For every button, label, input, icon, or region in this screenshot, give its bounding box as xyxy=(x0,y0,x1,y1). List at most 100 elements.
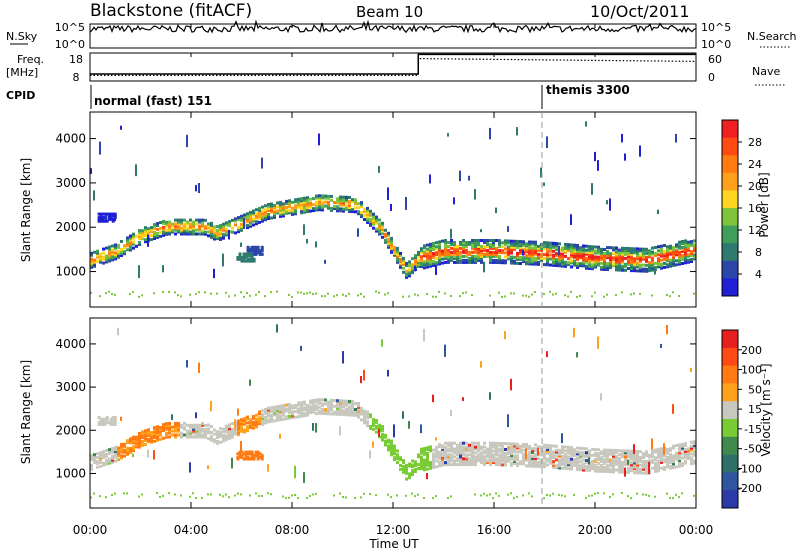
data-cell xyxy=(525,246,528,250)
data-cell xyxy=(195,185,197,192)
data-cell xyxy=(552,465,555,469)
data-cell xyxy=(672,256,675,259)
data-cell xyxy=(159,226,162,230)
data-cell xyxy=(255,492,257,495)
data-cell xyxy=(579,250,582,254)
data-cell xyxy=(546,447,549,451)
data-cell xyxy=(525,244,528,248)
data-cell xyxy=(657,453,660,457)
data-cell xyxy=(663,458,666,462)
data-cell xyxy=(495,441,498,445)
data-cell xyxy=(576,456,579,460)
data-cell xyxy=(243,217,245,229)
data-cell xyxy=(360,213,363,217)
data-cell xyxy=(162,231,165,235)
data-cell xyxy=(423,254,426,258)
data-cell xyxy=(528,256,531,260)
data-cell xyxy=(99,464,102,468)
data-cell xyxy=(636,449,639,453)
data-cell xyxy=(684,255,687,259)
data-cell xyxy=(321,410,324,413)
data-cell xyxy=(113,421,117,425)
data-cell xyxy=(465,441,468,445)
data-cell xyxy=(618,458,621,462)
data-cell xyxy=(105,453,108,456)
data-cell xyxy=(438,262,441,266)
data-cell xyxy=(648,249,651,253)
data-cell xyxy=(390,445,393,449)
data-cell xyxy=(498,494,500,497)
data-cell xyxy=(630,497,632,500)
data-cell xyxy=(327,202,330,206)
data-cell xyxy=(432,458,435,462)
data-cell xyxy=(660,453,663,457)
data-cell xyxy=(426,293,428,295)
data-cell xyxy=(678,455,681,459)
data-cell xyxy=(504,331,506,340)
data-cell xyxy=(101,417,105,421)
data-cell xyxy=(117,446,120,450)
freq-label: Freq. xyxy=(17,53,44,66)
data-cell xyxy=(153,439,156,443)
data-cell xyxy=(675,243,678,247)
data-cell xyxy=(561,451,564,455)
data-cell xyxy=(666,251,669,255)
data-cell xyxy=(381,425,384,428)
data-cell xyxy=(690,252,693,255)
colorbar-tick-label: 24 xyxy=(748,158,762,171)
data-cell xyxy=(282,206,285,210)
data-cell xyxy=(543,445,546,449)
data-cell xyxy=(426,261,429,265)
data-cell xyxy=(492,461,495,465)
data-cell xyxy=(681,444,684,448)
data-cell xyxy=(606,254,609,258)
data-cell xyxy=(195,423,198,427)
data-cell xyxy=(279,212,282,216)
data-cell xyxy=(681,258,684,261)
data-cell xyxy=(390,439,393,443)
data-cell xyxy=(381,436,384,440)
data-cell xyxy=(96,251,99,255)
data-cell xyxy=(99,495,101,498)
data-cell xyxy=(234,223,237,227)
data-cell xyxy=(213,225,216,229)
data-cell xyxy=(103,419,107,423)
data-cell xyxy=(528,458,531,462)
data-cell xyxy=(246,214,249,218)
data-cell xyxy=(636,471,639,475)
data-cell xyxy=(117,448,120,452)
data-cell xyxy=(153,428,156,432)
data-cell xyxy=(222,236,225,240)
data-cell xyxy=(109,422,113,426)
data-cell xyxy=(672,497,674,500)
data-cell xyxy=(588,255,591,258)
data-cell xyxy=(480,457,483,461)
data-cell xyxy=(510,454,513,458)
data-cell xyxy=(244,457,248,461)
data-cell xyxy=(489,294,491,297)
data-cell xyxy=(465,449,468,453)
colorbar-swatch xyxy=(722,347,738,367)
data-cell xyxy=(597,465,600,469)
data-cell xyxy=(639,455,642,459)
data-cell xyxy=(399,253,402,257)
data-cell xyxy=(537,445,540,449)
data-cell xyxy=(639,459,642,463)
data-cell xyxy=(378,226,381,230)
data-cell xyxy=(558,254,561,258)
data-cell xyxy=(405,275,408,279)
data-cell xyxy=(612,246,615,250)
data-cell xyxy=(555,252,558,256)
data-cell xyxy=(162,265,164,273)
data-cell xyxy=(189,293,191,296)
data-cell xyxy=(522,458,525,462)
data-cell xyxy=(624,457,627,461)
data-cell xyxy=(609,262,612,266)
data-cell xyxy=(510,444,513,448)
data-cell xyxy=(480,461,483,465)
data-cell xyxy=(582,252,585,256)
data-cell xyxy=(591,263,594,267)
data-cell xyxy=(546,249,549,253)
data-cell xyxy=(254,252,258,256)
data-cell xyxy=(129,236,132,240)
